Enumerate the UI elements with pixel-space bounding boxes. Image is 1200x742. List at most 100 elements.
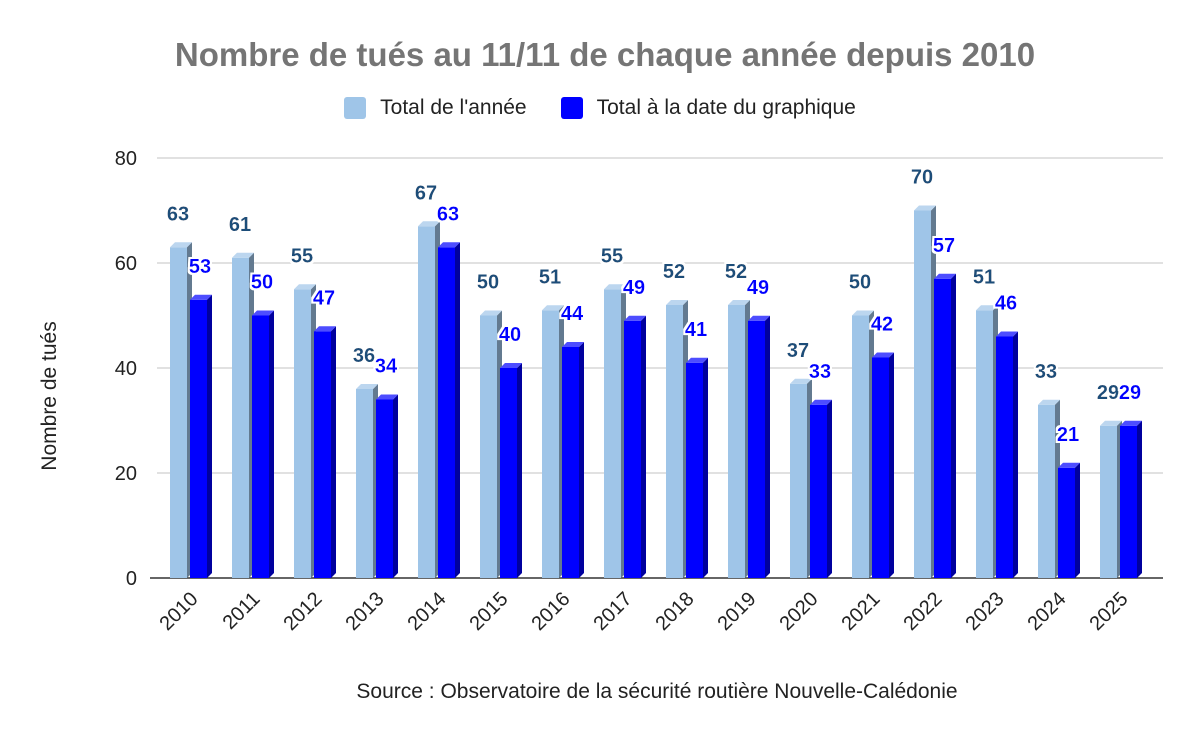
data-label-series-1: 50 — [477, 272, 499, 294]
data-label-series-1: 51 — [539, 266, 561, 288]
data-label-series-2: 42 — [871, 314, 893, 336]
data-label-series-2: 40 — [499, 324, 521, 346]
bar-series-2 — [748, 315, 770, 578]
y-axis-ticks: 0 20 40 60 80 — [115, 148, 137, 590]
bar-series-2 — [810, 399, 832, 578]
data-label-series-2: 44 — [561, 303, 584, 325]
bar-series-2 — [376, 394, 398, 578]
bar-series-1 — [666, 300, 688, 578]
data-label-series-2: 21 — [1057, 424, 1079, 446]
y-tick-label: 60 — [115, 253, 137, 275]
x-tick-label: 2011 — [219, 588, 265, 634]
legend-label-series-2: Total à la date du graphique — [596, 96, 856, 119]
legend-item-series-2: Total à la date du graphique — [560, 96, 856, 120]
x-tick-label: 2013 — [342, 588, 389, 635]
x-tick-label: 2023 — [962, 588, 1009, 635]
legend-label-series-1: Total de l'année — [380, 96, 527, 119]
x-tick-label: 2017 — [590, 588, 637, 635]
data-label-series-1: 55 — [291, 245, 313, 267]
bar-series-2 — [624, 315, 646, 578]
x-tick-label: 2021 — [838, 588, 885, 635]
x-tick-label: 2014 — [404, 588, 451, 635]
data-label-series-2: 49 — [623, 277, 645, 299]
data-label-series-2: 49 — [747, 277, 769, 299]
x-tick-label: 2010 — [156, 588, 203, 635]
bar-series-1 — [852, 310, 874, 578]
data-label-series-1: 51 — [973, 266, 995, 288]
legend-swatch-series-1 — [344, 97, 367, 119]
bar-series-2 — [996, 331, 1018, 578]
data-label-series-1: 52 — [663, 261, 685, 283]
data-label-series-1: 36 — [353, 345, 375, 367]
bar-series-2 — [1120, 420, 1142, 578]
y-tick-label: 80 — [115, 148, 137, 170]
bar-series-1 — [914, 205, 936, 578]
data-label-series-2: 41 — [685, 319, 707, 341]
bar-series-1 — [356, 384, 378, 578]
x-tick-label: 2019 — [714, 588, 761, 635]
bar-series-1 — [418, 221, 440, 578]
x-tick-label: 2020 — [776, 588, 823, 635]
bar-series-1 — [1038, 399, 1060, 578]
data-label-series-2: 46 — [995, 293, 1017, 315]
data-label-series-2: 50 — [251, 272, 273, 294]
bar-series-1 — [294, 284, 316, 578]
bar-series-2 — [872, 352, 894, 578]
x-tick-label: 2016 — [528, 588, 575, 635]
data-label-series-1: 52 — [725, 261, 747, 283]
bar-series-2 — [562, 342, 584, 578]
data-label-series-2: 33 — [809, 361, 831, 383]
data-label-series-1: 63 — [167, 203, 189, 225]
bar-series-2 — [252, 310, 274, 578]
x-tick-label: 2018 — [652, 588, 699, 635]
bar-series-1 — [728, 300, 750, 578]
data-label-series-2: 47 — [313, 287, 335, 309]
bar-series-1 — [542, 305, 564, 578]
x-tick-label: 2012 — [280, 588, 327, 635]
y-tick-label: 40 — [115, 358, 137, 380]
data-label-series-2: 57 — [933, 235, 955, 257]
bar-series-1 — [232, 252, 254, 578]
data-label-series-2: 53 — [189, 256, 211, 278]
data-label-series-1: 50 — [849, 272, 871, 294]
bar-series-1 — [1100, 420, 1122, 578]
x-tick-label: 2024 — [1024, 588, 1071, 635]
legend: Total de l'année Total à la date du grap… — [0, 96, 1200, 120]
source-note: Source : Observatoire de la sécurité rou… — [356, 680, 958, 703]
y-tick-label: 0 — [126, 568, 137, 590]
x-axis-ticks: 2010 2011 2012 2013 2014 2015 2016 2017 2018 2019… — [156, 588, 1133, 635]
bar-series-1 — [790, 378, 812, 578]
bar-series-2 — [314, 326, 336, 578]
bars — [170, 205, 1142, 578]
bar-series-1 — [604, 284, 626, 578]
bar-series-2 — [686, 357, 708, 578]
y-tick-label: 20 — [115, 463, 137, 485]
data-label-series-1: 61 — [229, 214, 251, 236]
bar-series-1 — [480, 310, 502, 578]
data-label-series-2: 29 — [1119, 382, 1141, 404]
bar-series-2 — [500, 363, 522, 578]
x-tick-label: 2015 — [466, 588, 513, 635]
chart-title: Nombre de tués au 11/11 de chaque année … — [174, 36, 1036, 73]
data-label-series-1: 70 — [911, 167, 933, 189]
data-label-series-1: 37 — [787, 340, 809, 362]
data-label-series-1: 29 — [1097, 382, 1119, 404]
data-label-series-2: 34 — [375, 356, 398, 378]
legend-item-series-1: Total de l'année — [344, 96, 527, 120]
x-tick-label: 2025 — [1086, 588, 1133, 635]
bar-series-2 — [1058, 462, 1080, 578]
bar-series-2 — [190, 294, 212, 578]
bar-series-2 — [438, 242, 460, 578]
bar-series-2 — [934, 273, 956, 578]
bar-series-1 — [170, 242, 192, 578]
data-label-series-1: 33 — [1035, 361, 1057, 383]
data-label-series-1: 67 — [415, 182, 437, 204]
data-label-series-1: 55 — [601, 245, 623, 267]
legend-swatch-series-2 — [560, 97, 583, 119]
data-label-series-2: 63 — [437, 203, 459, 225]
x-tick-label: 2022 — [900, 588, 947, 635]
bar-series-1 — [976, 305, 998, 578]
